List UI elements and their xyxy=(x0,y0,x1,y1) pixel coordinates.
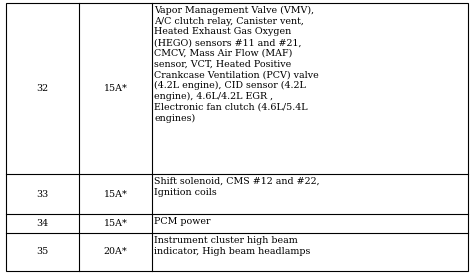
Text: Vapor Management Valve (VMV),
A/C clutch relay, Canister vent,
Heated Exhaust Ga: Vapor Management Valve (VMV), A/C clutch… xyxy=(155,6,319,123)
Text: 33: 33 xyxy=(36,190,48,199)
Text: Shift solenoid, CMS #12 and #22,
Ignition coils: Shift solenoid, CMS #12 and #22, Ignitio… xyxy=(155,177,320,197)
Text: 34: 34 xyxy=(36,219,48,228)
Text: 15A*: 15A* xyxy=(103,219,127,228)
Text: 20A*: 20A* xyxy=(103,247,127,256)
Text: Instrument cluster high beam
indicator, High beam headlamps: Instrument cluster high beam indicator, … xyxy=(155,236,311,256)
Text: PCM power: PCM power xyxy=(155,216,211,226)
Text: 35: 35 xyxy=(36,247,48,256)
Text: 32: 32 xyxy=(36,84,48,93)
Text: 15A*: 15A* xyxy=(103,190,127,199)
Text: 15A*: 15A* xyxy=(103,84,127,93)
